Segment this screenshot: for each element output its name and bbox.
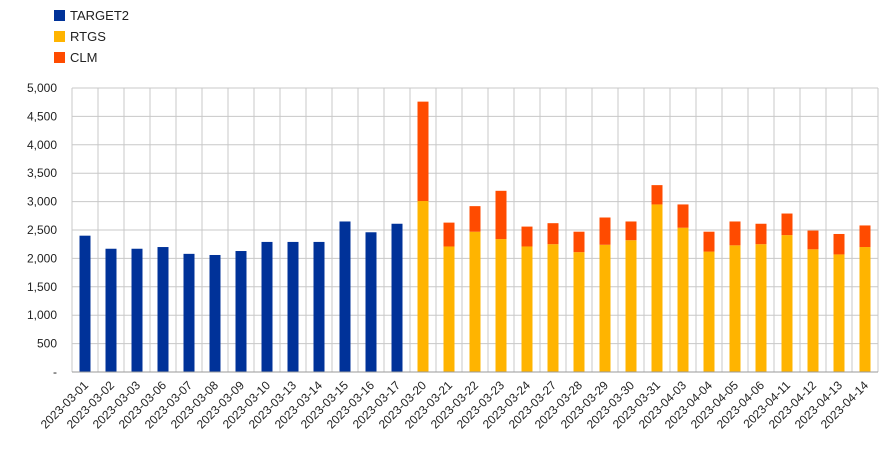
bar-target2 [339, 221, 351, 372]
bar-target2 [131, 248, 143, 372]
bar-target2 [183, 253, 195, 372]
y-tick-label: 3,000 [27, 195, 57, 209]
y-tick-label: 2,500 [27, 223, 57, 237]
bar-clm [755, 223, 767, 245]
legend-label-target2: TARGET2 [70, 8, 129, 23]
bar-clm [859, 225, 871, 248]
bar-rtgs [521, 246, 533, 372]
bar-target2 [105, 248, 117, 372]
y-tick-label: - [53, 365, 57, 379]
bar-clm [573, 231, 585, 253]
bar-clm [729, 221, 741, 246]
bar-rtgs [703, 251, 715, 372]
y-tick-label: 4,500 [27, 109, 57, 123]
grid [71, 87, 879, 373]
legend-item-clm: CLM [54, 50, 97, 65]
legend-swatch-rtgs [54, 31, 65, 42]
bar-rtgs [469, 231, 481, 372]
bar-clm [703, 231, 715, 252]
bar-clm [599, 217, 611, 245]
bar-rtgs [573, 252, 585, 372]
bar-clm [443, 222, 455, 247]
y-tick-label: 4,000 [27, 138, 57, 152]
y-tick-label: 1,500 [27, 280, 57, 294]
bar-rtgs [781, 235, 793, 372]
bar-target2 [287, 241, 299, 372]
bar-target2 [313, 241, 325, 372]
bar-clm [677, 204, 689, 228]
bar-target2 [157, 247, 169, 372]
bar-clm [833, 233, 845, 255]
x-axis: 2023-03-012023-03-022023-03-032023-03-06… [38, 371, 878, 432]
bar-rtgs [495, 239, 507, 372]
bar-target2 [365, 232, 377, 372]
bar-rtgs [807, 249, 819, 372]
bar-target2 [79, 235, 91, 372]
legend-item-target2: TARGET2 [54, 8, 129, 23]
y-tick-label: 1,000 [27, 308, 57, 322]
bar-clm [521, 226, 533, 247]
legend-item-rtgs: RTGS [54, 29, 106, 44]
bar-rtgs [859, 247, 871, 372]
bar-target2 [391, 223, 403, 372]
bar-target2 [235, 251, 247, 372]
legend-label-rtgs: RTGS [70, 29, 106, 44]
bar-target2 [209, 254, 221, 372]
bar-rtgs [599, 244, 611, 372]
bar-rtgs [755, 244, 767, 372]
y-tick-label: 2,000 [27, 251, 57, 265]
bar-clm [625, 221, 637, 241]
bar-clm [469, 206, 481, 232]
y-tick-label: 500 [37, 337, 57, 351]
bar-clm [417, 101, 429, 202]
bar-rtgs [417, 201, 429, 372]
legend-label-clm: CLM [70, 50, 97, 65]
y-tick-label: 3,500 [27, 166, 57, 180]
bar-clm [547, 223, 559, 245]
bar-clm [651, 185, 663, 205]
bar-clm [807, 230, 819, 250]
bar-rtgs [625, 240, 637, 372]
bar-target2 [261, 241, 273, 372]
legend: TARGET2 RTGS CLM [54, 8, 129, 65]
bar-rtgs [729, 245, 741, 372]
bar-clm [781, 213, 793, 236]
bars [79, 101, 871, 372]
y-tick-label: 5,000 [27, 81, 57, 95]
y-axis: - 500 1,000 1,500 2,000 2,500 3,000 3,500 4,000 4… [27, 81, 57, 379]
bar-rtgs [833, 254, 845, 372]
legend-swatch-clm [54, 52, 65, 63]
bar-clm [495, 190, 507, 240]
legend-swatch-target2 [54, 10, 65, 21]
bar-rtgs [443, 246, 455, 372]
bar-rtgs [677, 227, 689, 372]
bar-rtgs [547, 244, 559, 372]
bar-rtgs [651, 204, 663, 372]
